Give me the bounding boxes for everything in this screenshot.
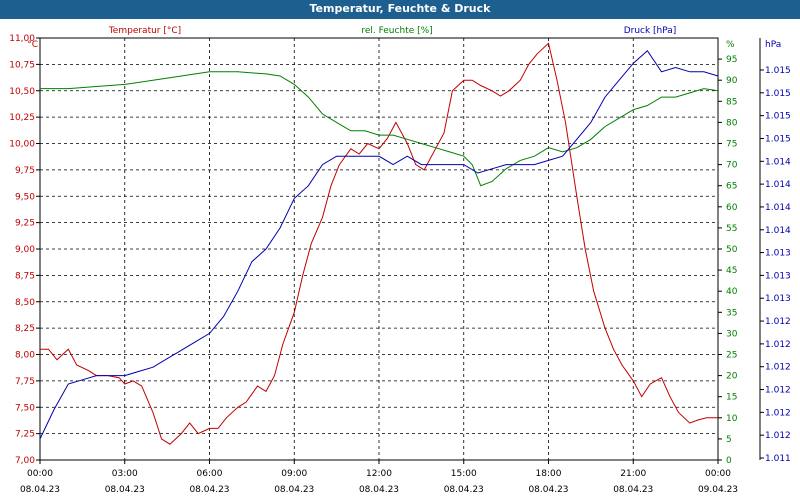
right2-tick-label: 1.012: [765, 317, 791, 327]
right2-tick-label: 1.014: [765, 157, 791, 167]
series-line-1: [40, 71, 719, 187]
left-unit-label: °C: [27, 40, 38, 50]
x-tick-label-time: 18:00: [536, 469, 562, 479]
right1-tick-label: 35: [726, 308, 737, 318]
x-tick-label-date: 08.04.23: [274, 485, 314, 495]
right1-tick-label: 75: [726, 140, 737, 150]
right2-tick-label: 1.012: [765, 408, 791, 418]
right2-tick-label: 1.012: [765, 431, 791, 441]
right1-tick-label: 80: [726, 118, 738, 128]
right2-tick-label: 1.012: [765, 340, 791, 350]
x-tick-label-time: 15:00: [451, 469, 477, 479]
right2-tick-label: 1.012: [765, 363, 791, 373]
right1-tick-label: 15: [726, 393, 737, 403]
x-tick-label-date: 08.04.23: [528, 485, 568, 495]
right2-unit-label: hPa: [765, 40, 781, 50]
right1-tick-label: 70: [726, 161, 738, 171]
right2-tick-label: 1.015: [765, 66, 791, 76]
right2-tick-label: 1.013: [765, 249, 791, 259]
x-tick-label-date: 08.04.23: [613, 485, 653, 495]
right1-tick-label: 40: [726, 287, 738, 297]
legend: Temperatur [°C] rel. Feuchte [%] Druck [hP…: [108, 26, 676, 36]
left-tick-label: 7,25: [15, 430, 35, 440]
legend-entry-0: Temperatur [°C]: [108, 26, 181, 36]
x-tick-label-date: 08.04.23: [20, 485, 60, 495]
tick-labels: 7,00 7,25 7,50 7,75 8,00 8,25 8,50 8,75 9,00 9,25…: [9, 34, 791, 495]
left-tick-label: 7,75: [15, 377, 35, 387]
right2-tick-label: 1.013: [765, 271, 791, 281]
right1-tick-label: 10: [726, 414, 738, 424]
left-tick-label: 7,50: [15, 403, 35, 413]
legend-entry-1: rel. Feuchte [%]: [361, 26, 432, 36]
right1-tick-label: 50: [726, 245, 738, 255]
right2-tick-label: 1.012: [765, 386, 791, 396]
right1-tick-label: 0: [726, 456, 732, 466]
x-tick-label-date: 08.04.23: [189, 485, 229, 495]
left-tick-label: 11,00: [9, 34, 35, 44]
left-tick-label: 10,50: [9, 87, 35, 97]
left-tick-label: 10,25: [9, 113, 35, 123]
x-tick-label-time: 03:00: [112, 469, 138, 479]
x-tick-label-date: 08.04.23: [359, 485, 399, 495]
right2-tick-label: 1.015: [765, 89, 791, 99]
right2-tick-label: 1.014: [765, 180, 791, 190]
x-tick-label-date: 08.04.23: [105, 485, 145, 495]
x-tick-label-date: 08.04.23: [444, 485, 484, 495]
series-line-2: [39, 49, 719, 440]
x-tick-label-date: 09.04.23: [698, 485, 738, 495]
right1-tick-label: 25: [726, 351, 737, 361]
right1-tick-label: 95: [726, 55, 737, 65]
left-tick-label: 10,75: [9, 60, 35, 70]
left-tick-label: 9,50: [15, 192, 35, 202]
right1-tick-label: 60: [726, 203, 738, 213]
axes: [36, 37, 764, 464]
left-tick-label: 9,75: [15, 166, 35, 176]
x-tick-label-time: 09:00: [281, 469, 307, 479]
left-tick-label: 10,00: [9, 140, 35, 150]
right1-tick-label: 55: [726, 224, 737, 234]
series-lines: [39, 42, 719, 445]
right1-tick-label: 20: [726, 372, 738, 382]
left-tick-label: 8,00: [15, 351, 35, 361]
right1-tick-label: 85: [726, 97, 737, 107]
left-tick-label: 7,00: [15, 456, 35, 466]
x-tick-label-time: 00:00: [705, 469, 731, 479]
x-tick-label-time: 21:00: [620, 469, 646, 479]
left-tick-label: 9,25: [15, 219, 35, 229]
right2-tick-label: 1.015: [765, 112, 791, 122]
right2-tick-label: 1.014: [765, 226, 791, 236]
x-tick-label-time: 00:00: [27, 469, 53, 479]
right2-tick-label: 1.013: [765, 294, 791, 304]
left-tick-label: 8,50: [15, 298, 35, 308]
x-tick-label-time: 06:00: [197, 469, 223, 479]
left-tick-label: 9,00: [15, 245, 35, 255]
window-title: Temperatur, Feuchte & Druck: [0, 0, 800, 19]
left-tick-label: 8,25: [15, 324, 35, 334]
grid: [40, 38, 718, 460]
right1-unit-label: %: [726, 40, 735, 50]
series-line-0: [40, 42, 718, 445]
legend-entry-2: Druck [hPa]: [624, 26, 677, 36]
x-tick-label-time: 12:00: [366, 469, 392, 479]
right2-tick-label: 1.014: [765, 203, 791, 213]
right2-tick-label: 1.011: [765, 454, 791, 464]
right1-tick-label: 45: [726, 266, 737, 276]
right2-tick-label: 1.015: [765, 134, 791, 144]
right1-tick-label: 90: [726, 76, 738, 86]
right1-tick-label: 30: [726, 329, 738, 339]
right1-tick-label: 65: [726, 182, 737, 192]
right1-tick-label: 5: [726, 435, 732, 445]
left-tick-label: 8,75: [15, 271, 35, 281]
